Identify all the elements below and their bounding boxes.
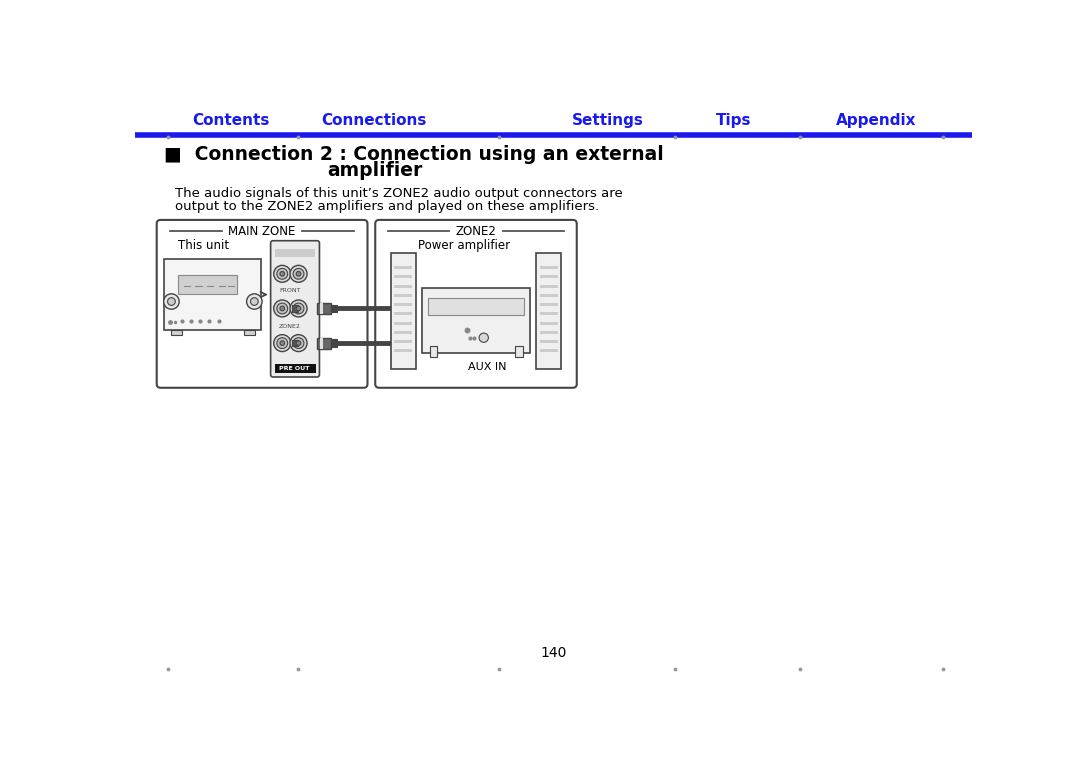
Bar	[332, 304, 337, 312]
Bar	[275, 249, 314, 257]
Circle shape	[480, 333, 488, 342]
Bar	[394, 322, 413, 325]
Bar	[540, 349, 558, 352]
Text: The audio signals of this unit’s ZONE2 audio output connectors are: The audio signals of this unit’s ZONE2 a…	[175, 187, 623, 200]
Circle shape	[276, 269, 287, 279]
Text: Tips: Tips	[716, 113, 752, 128]
Circle shape	[164, 294, 179, 309]
FancyBboxPatch shape	[157, 220, 367, 388]
Bar	[540, 331, 558, 334]
Bar	[292, 340, 298, 346]
Text: Power amplifier: Power amplifier	[418, 239, 510, 252]
Bar	[244, 330, 255, 335]
Text: output to the ZONE2 amplifiers and played on these amplifiers.: output to the ZONE2 amplifiers and playe…	[175, 200, 599, 213]
Bar	[428, 298, 524, 314]
Text: Contents: Contents	[192, 113, 270, 128]
Bar	[540, 303, 558, 306]
Text: AUX IN: AUX IN	[469, 362, 507, 372]
Bar	[515, 346, 523, 357]
Text: Connections: Connections	[321, 113, 427, 128]
Bar	[537, 253, 562, 368]
Circle shape	[276, 338, 287, 349]
Circle shape	[296, 272, 301, 276]
Bar	[540, 275, 558, 279]
Bar	[321, 303, 323, 314]
Text: FRONT: FRONT	[280, 288, 300, 293]
Bar	[540, 322, 558, 325]
Circle shape	[273, 266, 291, 282]
Text: amplifier: amplifier	[327, 161, 423, 180]
Circle shape	[291, 266, 307, 282]
Bar	[292, 305, 298, 311]
Circle shape	[280, 306, 284, 310]
Circle shape	[291, 335, 307, 352]
Bar	[391, 253, 416, 368]
Circle shape	[293, 303, 303, 314]
Bar	[318, 338, 332, 349]
Circle shape	[296, 341, 301, 345]
Bar	[394, 275, 413, 279]
Bar	[394, 303, 413, 306]
Circle shape	[251, 298, 258, 305]
Bar	[318, 303, 332, 314]
FancyBboxPatch shape	[271, 240, 320, 377]
Text: MAIN ZONE: MAIN ZONE	[228, 225, 296, 238]
Bar	[540, 266, 558, 269]
FancyBboxPatch shape	[375, 220, 577, 388]
Bar	[394, 312, 413, 315]
Bar	[394, 294, 413, 297]
Text: PRE OUT: PRE OUT	[280, 366, 310, 371]
Circle shape	[291, 300, 307, 317]
Bar	[178, 275, 237, 294]
Text: This unit: This unit	[177, 239, 229, 252]
Bar	[164, 260, 261, 330]
Bar	[332, 339, 337, 347]
Text: ■  Connection 2 : Connection using an external: ■ Connection 2 : Connection using an ext…	[164, 145, 664, 164]
Bar	[422, 288, 530, 353]
Bar	[540, 294, 558, 297]
Bar	[540, 285, 558, 288]
Text: Settings: Settings	[572, 113, 644, 128]
Circle shape	[276, 303, 287, 314]
Text: ZONE2: ZONE2	[456, 225, 497, 238]
Bar	[321, 338, 323, 349]
Text: Appendix: Appendix	[836, 113, 916, 128]
Bar	[540, 312, 558, 315]
Circle shape	[273, 300, 291, 317]
Circle shape	[296, 306, 301, 310]
Circle shape	[273, 335, 291, 352]
Bar	[540, 340, 558, 343]
Bar	[274, 364, 315, 373]
Bar	[394, 340, 413, 343]
Bar	[171, 330, 181, 335]
Bar	[394, 331, 413, 334]
Bar	[430, 346, 437, 357]
Circle shape	[293, 269, 303, 279]
Bar	[394, 285, 413, 288]
Circle shape	[167, 298, 175, 305]
Circle shape	[293, 338, 303, 349]
Circle shape	[280, 272, 284, 276]
Bar	[394, 349, 413, 352]
Bar	[394, 266, 413, 269]
Circle shape	[280, 341, 284, 345]
Circle shape	[246, 294, 262, 309]
Text: 140: 140	[540, 646, 567, 661]
Text: ZONE2: ZONE2	[279, 323, 301, 329]
